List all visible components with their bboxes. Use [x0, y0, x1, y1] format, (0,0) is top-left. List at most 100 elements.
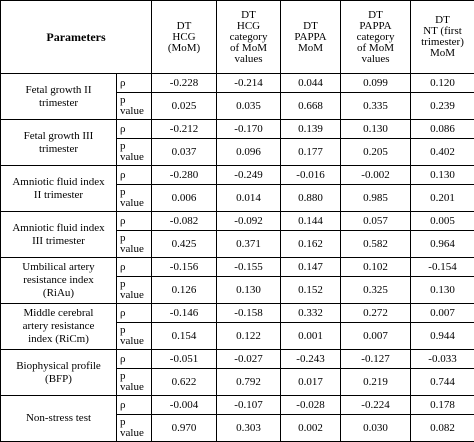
p-value-label-line: value — [120, 381, 144, 393]
rho-label: ρ — [117, 396, 152, 415]
rho-value: -0.051 — [152, 350, 217, 369]
rho-value: -0.127 — [341, 350, 411, 369]
p-value-label-line: value — [120, 243, 144, 255]
rho-value: 0.332 — [281, 304, 341, 323]
rho-value: -0.016 — [281, 166, 341, 185]
parameter-name-line: trimester — [39, 143, 78, 155]
p-value-label-line: value — [120, 427, 144, 439]
p-value: 0.006 — [152, 185, 217, 212]
p-value: 0.970 — [152, 415, 217, 442]
rho-value: 0.144 — [281, 212, 341, 231]
parameter-name: Non-stress test — [1, 396, 117, 442]
rho-value: 0.147 — [281, 258, 341, 277]
rho-value: 0.120 — [411, 74, 474, 93]
p-value: 0.239 — [411, 93, 474, 120]
p-value-label-line: value — [120, 289, 144, 301]
p-value: 0.154 — [152, 323, 217, 350]
column-header-line: MoM — [430, 47, 455, 59]
rho-value: -0.156 — [152, 258, 217, 277]
p-value: 0.622 — [152, 369, 217, 396]
rho-value: -0.170 — [217, 120, 281, 139]
parameter-name-line: Fetal growth III — [24, 130, 94, 142]
rho-value: -0.154 — [411, 258, 474, 277]
parameters-header: Parameters — [1, 1, 152, 74]
parameter-name-line: index (RiCm) — [28, 333, 89, 345]
rho-value: 0.130 — [341, 120, 411, 139]
p-value: 0.201 — [411, 185, 474, 212]
rho-value: -0.224 — [341, 396, 411, 415]
p-value: 0.325 — [341, 277, 411, 304]
table-row: Biophysical profile(BFP)ρ-0.051-0.027-0.… — [1, 350, 474, 369]
rho-value: -0.146 — [152, 304, 217, 323]
p-value: 0.944 — [411, 323, 474, 350]
rho-label: ρ — [117, 258, 152, 277]
column-header-line: values — [234, 53, 262, 65]
rho-label: ρ — [117, 166, 152, 185]
parameter-name-line: Biophysical profile — [16, 360, 101, 372]
column-header-line: values — [361, 53, 389, 65]
rho-value: 0.099 — [341, 74, 411, 93]
p-value: 0.177 — [281, 139, 341, 166]
rho-value: 0.178 — [411, 396, 474, 415]
p-value: 0.130 — [217, 277, 281, 304]
p-value: 0.371 — [217, 231, 281, 258]
rho-value: -0.214 — [217, 74, 281, 93]
p-value: 0.668 — [281, 93, 341, 120]
p-value: 0.335 — [341, 93, 411, 120]
p-value: 0.126 — [152, 277, 217, 304]
rho-value: 0.057 — [341, 212, 411, 231]
rho-value: -0.107 — [217, 396, 281, 415]
p-value: 0.035 — [217, 93, 281, 120]
p-value: 0.985 — [341, 185, 411, 212]
parameter-name-line: Middle cerebral — [24, 307, 94, 319]
parameter-name-line: (RiAu) — [43, 287, 74, 299]
p-value-label-line: value — [120, 105, 144, 117]
rho-label: ρ — [117, 212, 152, 231]
p-value: 0.880 — [281, 185, 341, 212]
rho-value: -0.028 — [281, 396, 341, 415]
parameter-name-line: resistance index — [23, 274, 94, 286]
rho-value: -0.033 — [411, 350, 474, 369]
p-value-label-line: value — [120, 197, 144, 209]
rho-value: 0.102 — [341, 258, 411, 277]
parameter-name-line: III trimester — [32, 235, 85, 247]
p-value: 0.130 — [411, 277, 474, 304]
rho-value: -0.155 — [217, 258, 281, 277]
parameter-name-line: Non-stress test — [26, 412, 91, 424]
p-value: 0.402 — [411, 139, 474, 166]
rho-value: 0.139 — [281, 120, 341, 139]
rho-value: -0.027 — [217, 350, 281, 369]
column-header-line: MoM — [298, 42, 323, 54]
parameter-name-line: Amniotic fluid index — [12, 222, 104, 234]
p-value: 0.001 — [281, 323, 341, 350]
parameter-name-line: Fetal growth II — [26, 84, 92, 96]
rho-label: ρ — [117, 350, 152, 369]
p-value: 0.096 — [217, 139, 281, 166]
parameter-name-line: Amniotic fluid index — [12, 176, 104, 188]
p-value: 0.002 — [281, 415, 341, 442]
parameter-name-line: Umbilical artery — [22, 261, 94, 273]
rho-label: ρ — [117, 120, 152, 139]
parameter-name-line: artery resistance — [23, 320, 95, 332]
p-value: 0.017 — [281, 369, 341, 396]
